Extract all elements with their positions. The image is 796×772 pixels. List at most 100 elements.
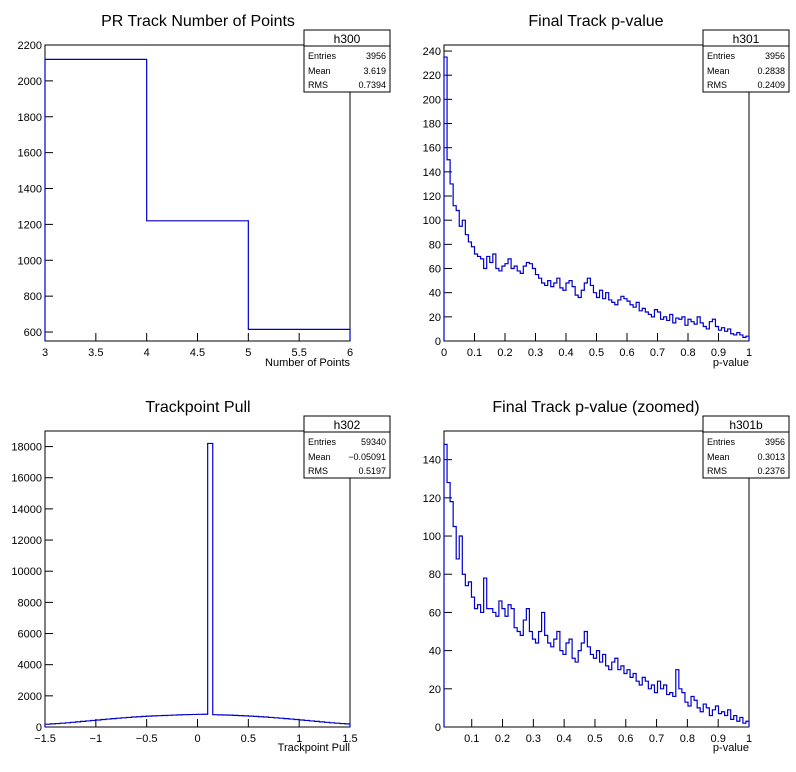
y-tick-label: 120 <box>423 493 441 505</box>
y-tick-label: 14000 <box>11 504 42 516</box>
stats-mean-value: 3.619 <box>363 66 386 76</box>
stats-rms-value: 0.5197 <box>358 466 386 476</box>
stats-mean-value: 0.3013 <box>757 452 785 462</box>
y-tick-label: 100 <box>423 531 441 543</box>
y-tick-label: 1200 <box>18 219 42 231</box>
x-tick-label: −1.5 <box>34 733 56 745</box>
stats-title: h301 <box>733 32 760 46</box>
chart-title: Final Track p-value <box>528 13 663 30</box>
y-tick-label: 140 <box>423 167 441 179</box>
histogram-line <box>443 56 750 341</box>
stats-entries-label: Entries <box>707 51 736 61</box>
chart-title: Final Track p-value (zoomed) <box>492 399 699 416</box>
stats-entries-value: 59340 <box>361 437 386 447</box>
stats-entries-label: Entries <box>707 437 736 447</box>
x-axis: 0 0.1 0.2 0.3 0.4 0.5 0.6 0.7 0.8 0.9 1 <box>441 333 752 359</box>
stats-rms-label: RMS <box>308 80 328 90</box>
histogram-line <box>44 58 351 341</box>
stats-title: h301b <box>729 418 763 432</box>
y-tick-label: 1000 <box>18 255 42 267</box>
y-tick-label: 140 <box>423 455 441 467</box>
stats-entries-label: Entries <box>308 51 337 61</box>
y-tick-label: 4000 <box>18 660 42 672</box>
y-tick-label: 8000 <box>18 597 42 609</box>
stats-title: h302 <box>334 418 361 432</box>
y-tick-label: 0 <box>435 336 441 348</box>
stats-rms-value: 0.2409 <box>757 80 785 90</box>
y-axis: 600 800 1000 1200 1400 1600 1800 2000 2200 <box>18 40 53 339</box>
y-tick-label: 20 <box>429 312 441 324</box>
x-tick-label: 0 <box>194 733 200 745</box>
y-tick-label: 1400 <box>18 184 42 196</box>
x-tick-label: 0.8 <box>680 733 695 745</box>
panel-pr-track-number-of-points: PR Track Number of Points 600 800 1000 1200… <box>18 13 391 369</box>
x-tick-label: 1 <box>746 733 752 745</box>
y-tick-label: 220 <box>423 70 441 82</box>
x-axis: 0.1 0.2 0.3 0.4 0.5 0.6 0.7 0.8 0.9 1 <box>464 719 752 745</box>
y-tick-label: 100 <box>423 215 441 227</box>
x-tick-label: 3 <box>42 347 48 359</box>
y-tick-label: 40 <box>429 288 441 300</box>
y-tick-label: 240 <box>423 46 441 58</box>
x-tick-label: 5 <box>245 347 251 359</box>
stats-entries-value: 3956 <box>366 51 386 61</box>
x-tick-label: 0.5 <box>589 347 604 359</box>
stats-title: h300 <box>334 32 361 46</box>
y-tick-label: 12000 <box>11 535 42 547</box>
stats-rms-label: RMS <box>308 466 328 476</box>
y-tick-label: 2200 <box>18 40 42 52</box>
stats-box: h301b Entries 3956 Mean 0.3013 RMS 0.237… <box>702 415 790 479</box>
x-tick-label: 4 <box>144 347 150 359</box>
x-axis-label: p-value <box>713 357 749 369</box>
x-tick-label: 0.7 <box>649 733 664 745</box>
x-tick-label: 0.5 <box>241 733 256 745</box>
x-tick-label: −0.5 <box>136 733 158 745</box>
stats-mean-value: −0.05091 <box>348 452 386 462</box>
y-tick-label: 6000 <box>18 629 42 641</box>
y-tick-label: 800 <box>24 291 42 303</box>
x-tick-label: 0.3 <box>526 733 541 745</box>
panel-final-track-p-value-zoomed: Final Track p-value (zoomed) 02040608010… <box>423 399 790 754</box>
x-tick-label: 6 <box>347 347 353 359</box>
y-tick-label: 120 <box>423 191 441 203</box>
stats-rms-label: RMS <box>707 466 727 476</box>
x-tick-label: 0.2 <box>495 733 510 745</box>
y-tick-label: 160 <box>423 143 441 155</box>
x-axis-label: Trackpoint Pull <box>278 742 350 754</box>
x-tick-label: 0.2 <box>497 347 512 359</box>
y-tick-label: 60 <box>429 264 441 276</box>
x-axis: −1.5 −1 −0.5 0 0.5 1 1.5 <box>34 719 358 745</box>
stats-box: h302 Entries 59340 Mean −0.05091 RMS 0.5… <box>303 415 391 479</box>
x-tick-label: 1 <box>746 347 752 359</box>
y-tick-label: 180 <box>423 119 441 131</box>
y-tick-label: 1600 <box>18 148 42 160</box>
y-tick-label: 1800 <box>18 112 42 124</box>
stats-entries-value: 3956 <box>765 51 785 61</box>
y-tick-label: 40 <box>429 646 441 658</box>
chart-title: Trackpoint Pull <box>145 399 250 416</box>
y-tick-label: 18000 <box>11 442 42 454</box>
y-tick-label: 0 <box>36 722 42 734</box>
x-tick-label: 0.7 <box>650 347 665 359</box>
stats-mean-label: Mean <box>308 452 331 462</box>
stats-mean-label: Mean <box>308 66 331 76</box>
stats-box: h300 Entries 3956 Mean 3.619 RMS 0.7394 <box>303 29 391 93</box>
y-tick-label: 20 <box>429 684 441 696</box>
x-tick-label: 0 <box>441 347 447 359</box>
stats-box: h301 Entries 3956 Mean 0.2838 RMS 0.2409 <box>702 29 790 93</box>
panel-final-track-p-value: Final Track p-value 0 20 40 60 80 100 120 140 16… <box>423 13 790 369</box>
x-tick-label: 0.6 <box>619 347 634 359</box>
x-tick-label: 0.3 <box>528 347 543 359</box>
x-tick-label: 0.6 <box>618 733 633 745</box>
stats-rms-label: RMS <box>707 80 727 90</box>
x-tick-label: 4.5 <box>190 347 205 359</box>
stats-mean-label: Mean <box>707 66 730 76</box>
x-tick-label: −1 <box>90 733 103 745</box>
x-tick-label: 0.8 <box>680 347 695 359</box>
y-tick-label: 80 <box>429 239 441 251</box>
x-tick-label: 0.4 <box>557 733 572 745</box>
chart-title: PR Track Number of Points <box>101 13 295 30</box>
stats-rms-value: 0.7394 <box>358 80 386 90</box>
panel-trackpoint-pull: Trackpoint Pull 0 2000 4000 6000 8000 10000 12… <box>11 399 391 754</box>
